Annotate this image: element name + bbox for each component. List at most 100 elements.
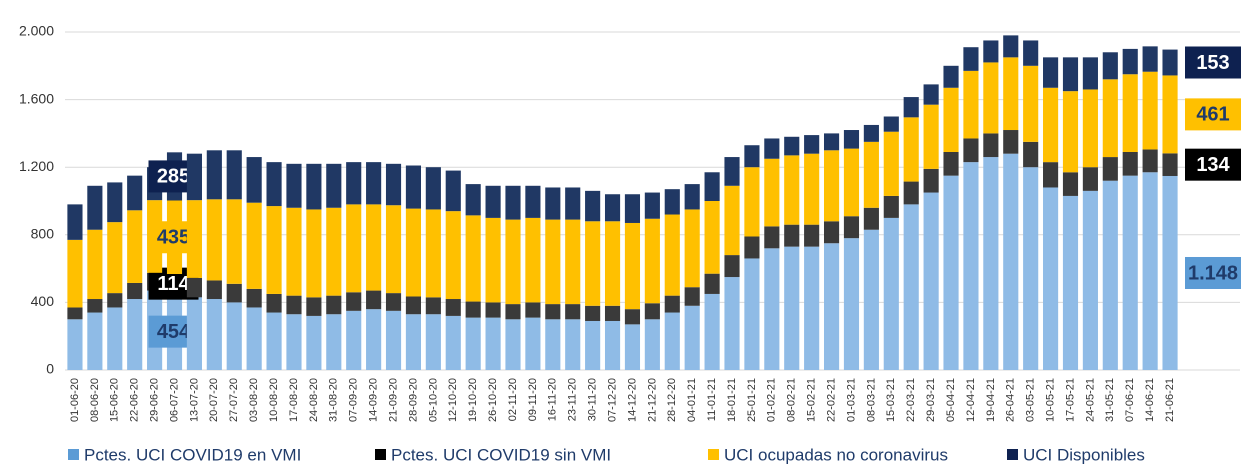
bar-segment (724, 277, 740, 370)
bar-segment (724, 185, 740, 256)
x-tick-label: 07-06-21 (1124, 378, 1136, 422)
bar-segment (1003, 35, 1019, 58)
bar-segment (644, 303, 660, 320)
bar-segment (326, 314, 342, 370)
bar-segment (1003, 130, 1019, 154)
bar-segment (525, 217, 541, 303)
bar-segment (186, 297, 202, 370)
bar-segment (385, 293, 402, 311)
bar-segment (1162, 75, 1178, 154)
x-tick-label: 01-06-20 (69, 378, 81, 422)
bar-segment (784, 246, 800, 370)
bar-segment (684, 305, 700, 370)
x-tick-label: 14-12-20 (626, 378, 638, 422)
bar-segment (127, 299, 143, 370)
x-tick-label: 06-07-20 (168, 378, 180, 422)
bar-segment (405, 314, 422, 370)
bar-segment (883, 116, 899, 132)
bar-segment (366, 290, 382, 310)
bar-segment (983, 62, 999, 134)
bar-segment (604, 305, 621, 321)
x-tick-label: 24-05-21 (1084, 378, 1096, 422)
value-label-box (1185, 148, 1241, 181)
x-tick-label: 05-04-21 (945, 378, 957, 422)
bar-segment (923, 84, 939, 105)
bar-segment (445, 211, 461, 300)
x-tick-label: 10-05-21 (1044, 378, 1056, 422)
bar-segment (107, 222, 123, 294)
x-tick-label: 30-11-20 (587, 378, 599, 421)
bar-segment (923, 168, 939, 193)
bar-segment (1142, 172, 1158, 370)
bar-segment (385, 205, 402, 294)
bar-segment (664, 214, 680, 296)
bar-segment (585, 305, 601, 321)
bar-segment (684, 184, 700, 210)
x-tick-label: 21-09-20 (387, 378, 399, 422)
x-tick-label: 08-02-21 (786, 378, 798, 422)
bar-segment (624, 309, 641, 325)
bar-segment (744, 167, 760, 237)
x-tick-label: 03-08-20 (248, 378, 260, 422)
bar-segment (525, 185, 541, 218)
bar-segment (186, 200, 202, 278)
bar-segment (405, 296, 422, 315)
bar-segment (1003, 153, 1019, 370)
bar-segment (744, 145, 760, 168)
x-tick-label: 31-05-21 (1104, 378, 1116, 422)
bar-segment (684, 287, 700, 306)
x-tick-label: 15-02-21 (806, 378, 818, 422)
bar-segment (425, 297, 441, 315)
bar-segment (903, 97, 919, 118)
bar-segment (624, 222, 641, 310)
bar-segment (565, 304, 581, 320)
bar-segment (485, 217, 501, 303)
bar-segment (445, 299, 461, 316)
bar-segment (445, 170, 461, 212)
bar-segment (923, 192, 939, 370)
bar-segment (366, 309, 382, 370)
bar-segment (107, 182, 123, 223)
bar-segment (186, 277, 202, 298)
y-tick-label: 0 (46, 361, 54, 377)
bar-segment (266, 162, 282, 207)
bar-segment (1162, 153, 1178, 176)
bar-segment (326, 163, 342, 208)
bar-segment (604, 221, 621, 306)
bar-segment (704, 273, 720, 294)
x-tick-label: 11-01-21 (706, 378, 718, 421)
x-tick-label: 01-02-21 (766, 378, 778, 422)
x-tick-label: 29-03-21 (925, 378, 937, 422)
bar-segment (1102, 180, 1118, 370)
bar-segment (585, 320, 601, 370)
bar-segment (843, 148, 860, 217)
legend-label: Pctes. UCI COVID19 en VMI (84, 445, 301, 464)
bar-segment (883, 131, 899, 196)
bar-segment (1023, 65, 1039, 142)
bar-segment (306, 163, 322, 210)
bar-segment (704, 201, 720, 274)
value-label: 461 (1196, 104, 1229, 126)
bar-segment (266, 206, 282, 294)
bar-segment (1062, 195, 1079, 370)
bar-segment (206, 299, 222, 370)
bar-segment (186, 153, 202, 201)
bar-segment (764, 138, 780, 159)
x-tick-label: 14-09-20 (368, 378, 380, 422)
bar-segment (1082, 89, 1098, 168)
x-tick-label: 05-10-20 (427, 378, 439, 422)
bar-segment (744, 258, 760, 370)
bar-segment (764, 226, 780, 249)
bar-segment (306, 315, 322, 370)
bar-segment (346, 292, 362, 311)
bar-segment (326, 207, 342, 296)
legend-swatch (375, 449, 386, 460)
x-tick-label: 22-03-21 (905, 378, 917, 422)
bar-segment (923, 104, 939, 169)
x-tick-label: 27-07-20 (228, 378, 240, 422)
bar-segment (565, 319, 581, 370)
bar-segment (1023, 167, 1039, 370)
bar-segment (286, 163, 302, 208)
bar-segment (943, 65, 959, 88)
bar-segment (823, 243, 840, 370)
